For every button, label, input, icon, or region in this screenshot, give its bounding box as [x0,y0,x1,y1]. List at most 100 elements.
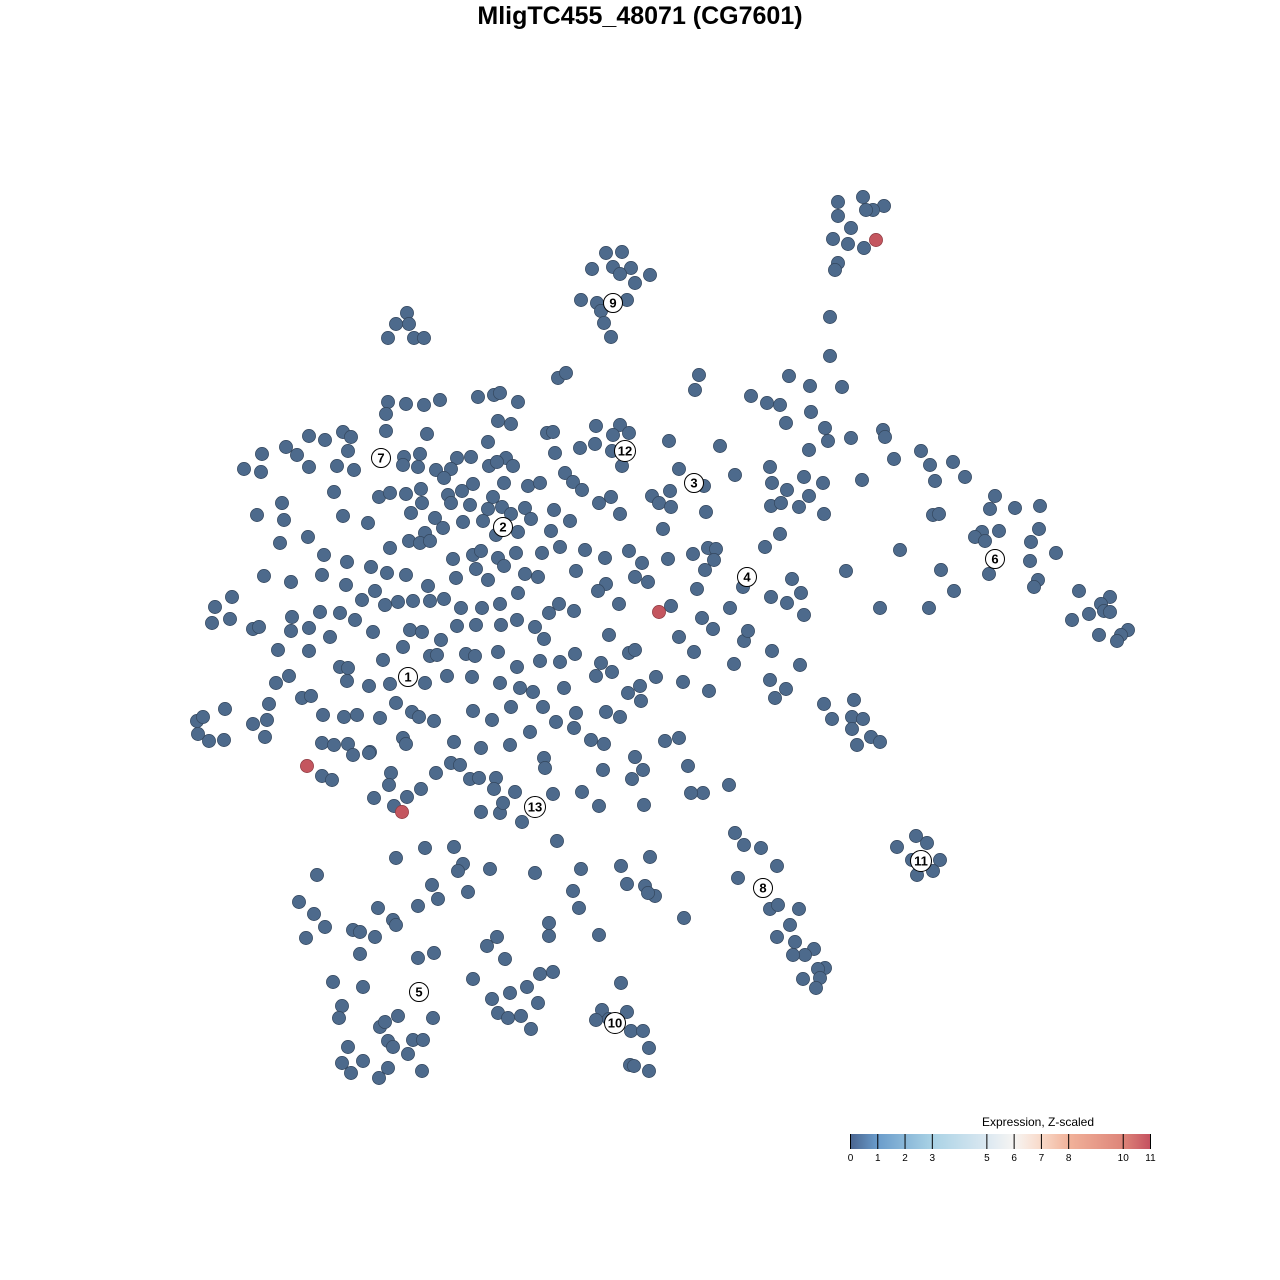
data-point [353,947,367,961]
data-point [823,349,837,363]
data-point [302,429,316,443]
data-point [356,980,370,994]
data-point [491,645,505,659]
data-point [531,996,545,1010]
data-point [493,597,507,611]
data-point [493,676,507,690]
data-point [859,203,873,217]
data-point [628,643,642,657]
data-point [406,594,420,608]
cluster-label: 8 [753,878,773,898]
data-point [613,710,627,724]
data-point [780,596,794,610]
data-point [514,1009,528,1023]
data-point [379,424,393,438]
data-point [337,710,351,724]
legend-tick-label: 3 [929,1153,936,1164]
data-point [599,705,613,719]
data-point [368,584,382,598]
data-point [770,930,784,944]
data-point [792,500,806,514]
data-point [771,898,785,912]
data-point [421,579,435,593]
data-point [391,1009,405,1023]
data-point [418,841,432,855]
data-point [643,850,657,864]
data-point [456,515,470,529]
data-point [627,1059,641,1073]
cluster-label-badge [910,850,932,872]
data-point [425,878,439,892]
data-point [347,463,361,477]
data-point [793,658,807,672]
data-point [569,706,583,720]
data-point [400,790,414,804]
data-point [302,460,316,474]
data-point [327,485,341,499]
legend-title: Expression, Z-scaled [981,1115,1095,1129]
data-point [873,735,887,749]
data-point [688,383,702,397]
data-point [490,455,504,469]
cluster-label-badge [604,1012,626,1034]
data-point [399,568,413,582]
data-point [628,750,642,764]
data-point [528,866,542,880]
data-point [613,418,627,432]
data-point [567,721,581,735]
data-point [389,696,403,710]
data-point [292,895,306,909]
data-point [472,771,486,785]
data-point [992,524,1006,538]
data-point [447,840,461,854]
data-point [511,395,525,409]
data-point [446,552,460,566]
data-point [524,512,538,526]
data-point [327,738,341,752]
legend-tick-label: 0 [847,1153,854,1164]
data-point [690,582,704,596]
data-point [381,1061,395,1075]
cluster-label-badge [524,796,546,818]
data-point [353,925,367,939]
data-point [978,534,992,548]
data-point [518,501,532,515]
data-point [550,834,564,848]
cluster-label-badge [737,567,757,587]
data-point [782,369,796,383]
data-point [557,681,571,695]
data-point [1032,522,1046,536]
data-point [606,428,620,442]
data-point [481,502,495,516]
data-point [526,685,540,699]
data-point [542,916,556,930]
data-point [427,946,441,960]
data-point [706,622,720,636]
data-point [856,712,870,726]
data-point [440,669,454,683]
cluster-label-text: 8 [759,881,766,896]
data-point [480,939,494,953]
data-point [542,606,556,620]
data-point [521,479,535,493]
data-point [664,599,678,613]
data-point [686,547,700,561]
data-point [702,684,716,698]
data-point [523,725,537,739]
data-point [687,645,701,659]
data-point [399,397,413,411]
data-point [613,267,627,281]
data-point [920,836,934,850]
legend-tick-label: 1 [874,1153,881,1164]
data-point [428,511,442,525]
data-point [681,759,695,773]
data-point [803,379,817,393]
data-point [764,590,778,604]
cluster-label-text: 13 [528,800,542,815]
data-point [217,733,231,747]
cluster-label-badge [614,440,636,462]
data-point [254,465,268,479]
data-point [878,430,892,444]
data-point [887,452,901,466]
data-point-high-expression [395,805,409,819]
